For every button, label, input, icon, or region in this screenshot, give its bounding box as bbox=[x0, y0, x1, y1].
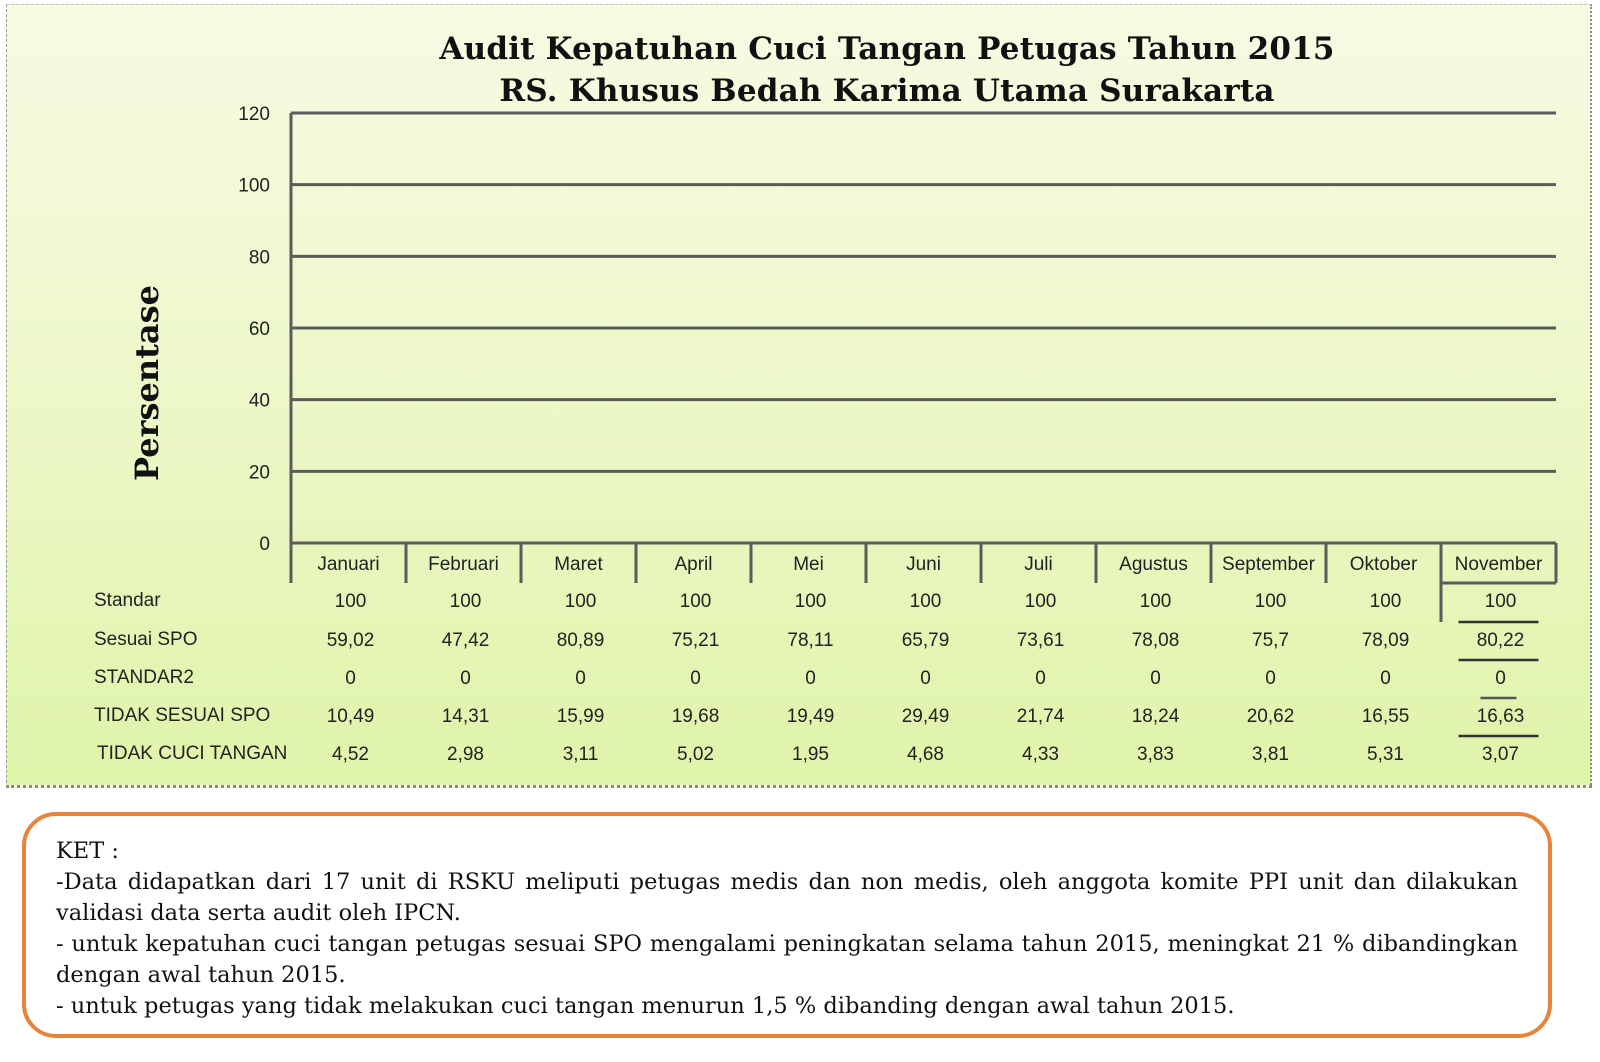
data-cell: 0 bbox=[1380, 668, 1391, 689]
row-label: Standar bbox=[94, 590, 161, 611]
data-cell: 0 bbox=[690, 668, 701, 689]
data-cell: 65,79 bbox=[902, 630, 950, 651]
row-label: Sesuai SPO bbox=[94, 629, 198, 650]
data-cell: 29,49 bbox=[902, 706, 950, 727]
data-cell: 75,7 bbox=[1252, 630, 1289, 651]
x-category-label: Februari bbox=[428, 554, 499, 575]
data-cell: 2,98 bbox=[447, 744, 484, 765]
data-cell: 78,11 bbox=[787, 630, 833, 651]
data-cell: 0 bbox=[1495, 668, 1506, 689]
row-label: TIDAK CUCI TANGAN bbox=[97, 743, 287, 764]
data-cell: 3,11 bbox=[563, 744, 599, 765]
x-category-label: Juni bbox=[906, 554, 941, 575]
data-cell: 0 bbox=[1150, 668, 1161, 689]
data-cell: 16,55 bbox=[1362, 706, 1410, 727]
data-cell: 21,74 bbox=[1017, 706, 1065, 727]
data-cell: 4,68 bbox=[907, 744, 944, 765]
x-category-label: Juli bbox=[1024, 554, 1053, 575]
data-cell: 3,07 bbox=[1482, 744, 1519, 765]
data-cell: 100 bbox=[795, 591, 827, 612]
x-category-label: Januari bbox=[317, 554, 379, 575]
notes-box: KET : -Data didapatkan dari 17 unit di R… bbox=[22, 812, 1552, 1038]
data-cell: 80,22 bbox=[1477, 630, 1525, 651]
y-tick-label: 60 bbox=[249, 319, 270, 340]
data-cell: 100 bbox=[910, 591, 942, 612]
x-category-label: November bbox=[1455, 554, 1543, 575]
gridlines bbox=[289, 111, 1558, 622]
data-cell: 18,24 bbox=[1132, 706, 1180, 727]
x-category-label: Mei bbox=[793, 554, 824, 575]
y-tick-labels: 0 20 40 60 80 100 120 bbox=[238, 104, 270, 555]
data-cell: 16,63 bbox=[1477, 706, 1525, 727]
data-cell: 100 bbox=[450, 591, 482, 612]
data-cell: 4,33 bbox=[1022, 744, 1059, 765]
data-cell: 19,49 bbox=[787, 706, 835, 727]
notes-heading: KET : bbox=[56, 838, 119, 864]
data-cell: 75,21 bbox=[672, 630, 720, 651]
chart-plot: Persentase 0 20 40 60 80 100 120 Januari Februa… bbox=[94, 104, 1558, 765]
data-cell: 0 bbox=[460, 668, 471, 689]
data-cell: 100 bbox=[335, 591, 367, 612]
notes-content: KET : -Data didapatkan dari 17 unit di R… bbox=[56, 836, 1518, 1022]
data-cell: 10,49 bbox=[327, 706, 375, 727]
data-cell: 3,83 bbox=[1137, 744, 1174, 765]
data-cell: 19,68 bbox=[672, 706, 720, 727]
data-cell: 100 bbox=[1025, 591, 1057, 612]
data-cell: 0 bbox=[575, 668, 586, 689]
data-cell: 0 bbox=[345, 668, 356, 689]
data-cell: 20,62 bbox=[1247, 706, 1295, 727]
note-item-3: - untuk petugas yang tidak melakukan cuc… bbox=[56, 993, 1235, 1019]
data-cell: 78,08 bbox=[1132, 630, 1180, 651]
data-cell: 100 bbox=[1140, 591, 1172, 612]
data-cell: 0 bbox=[1265, 668, 1276, 689]
y-tick-label: 100 bbox=[238, 176, 270, 197]
y-tick-label: 80 bbox=[249, 247, 270, 268]
data-cell: 100 bbox=[1370, 591, 1402, 612]
data-cell: 100 bbox=[1255, 591, 1287, 612]
data-cell: 80,89 bbox=[557, 630, 605, 651]
row-label: STANDAR2 bbox=[94, 667, 194, 688]
x-category-label: September bbox=[1222, 554, 1316, 575]
chart-title: Audit Kepatuhan Cuci Tangan Petugas Tahu… bbox=[439, 31, 1335, 67]
y-tick-label: 20 bbox=[249, 462, 270, 483]
data-cell: 47,42 bbox=[442, 630, 490, 651]
data-cell: 15,99 bbox=[557, 706, 605, 727]
y-tick-label: 120 bbox=[238, 104, 270, 125]
y-axis-label: Persentase bbox=[128, 285, 166, 481]
data-cell: 73,61 bbox=[1017, 630, 1065, 651]
chart-panel: Audit Kepatuhan Cuci Tangan Petugas Tahu… bbox=[6, 4, 1592, 788]
y-tick-label: 40 bbox=[249, 391, 270, 412]
data-cell: 100 bbox=[565, 591, 597, 612]
note-item-2: - untuk kepatuhan cuci tangan petugas se… bbox=[56, 931, 1518, 988]
y-tick-label: 0 bbox=[259, 534, 270, 555]
data-cell: 100 bbox=[1485, 591, 1517, 612]
data-cell: 78,09 bbox=[1362, 630, 1410, 651]
data-cell: 5,02 bbox=[677, 744, 714, 765]
data-cell: 0 bbox=[805, 668, 816, 689]
data-cell: 59,02 bbox=[327, 630, 375, 651]
x-category-label: Maret bbox=[554, 554, 603, 575]
row-label: TIDAK SESUAI SPO bbox=[94, 705, 270, 726]
x-category-label: Agustus bbox=[1119, 554, 1188, 575]
data-cell: 1,95 bbox=[792, 744, 829, 765]
x-category-labels: Januari Februari Maret April Mei Juni Juli Agus… bbox=[317, 554, 1543, 575]
data-cell: 14,31 bbox=[442, 706, 490, 727]
data-cell: 0 bbox=[920, 668, 931, 689]
data-cell: 100 bbox=[680, 591, 712, 612]
data-table: Standar 100 100 100 100 100 100 100 100 100 100 100… bbox=[94, 590, 1539, 765]
data-cell: 0 bbox=[1035, 668, 1046, 689]
x-category-label: April bbox=[674, 554, 712, 575]
data-cell: 4,52 bbox=[332, 744, 369, 765]
note-item-1: -Data didapatkan dari 17 unit di RSKU me… bbox=[56, 869, 1518, 926]
chart-subtitle: RS. Khusus Bedah Karima Utama Surakarta bbox=[499, 73, 1275, 109]
data-cell: 3,81 bbox=[1252, 744, 1289, 765]
data-cell: 5,31 bbox=[1367, 744, 1404, 765]
x-category-label: Oktober bbox=[1350, 554, 1418, 575]
